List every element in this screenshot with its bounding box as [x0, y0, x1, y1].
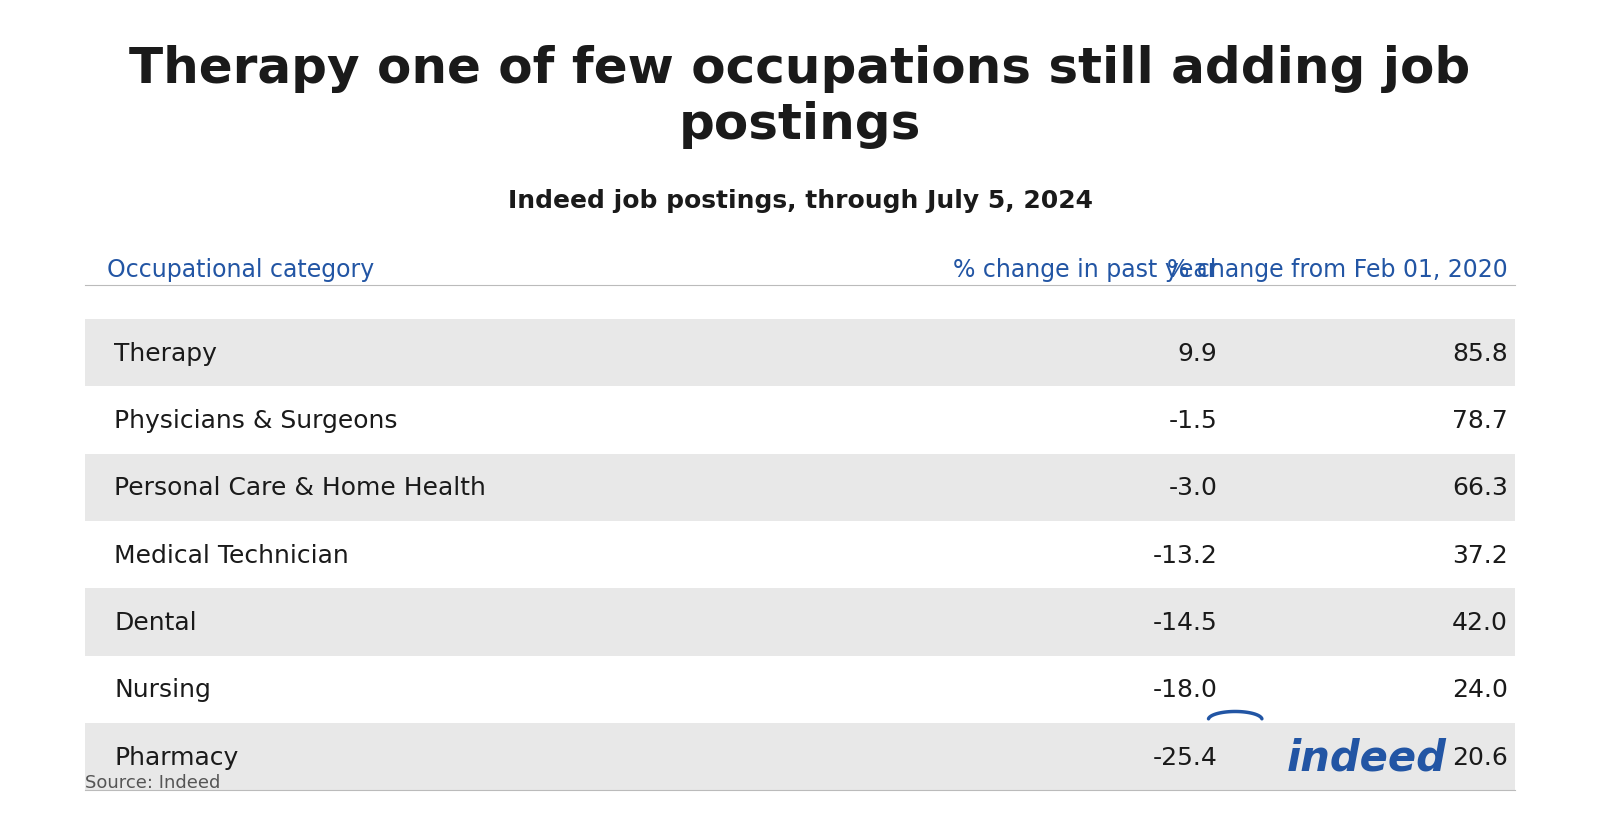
Text: Therapy: Therapy — [115, 341, 218, 365]
Text: Physicians & Surgeons: Physicians & Surgeons — [115, 408, 398, 432]
Text: Indeed job postings, through July 5, 2024: Indeed job postings, through July 5, 202… — [507, 189, 1093, 213]
Bar — [85, 656, 1515, 723]
Bar — [85, 455, 1515, 522]
Text: Dental: Dental — [115, 610, 197, 634]
Text: -18.0: -18.0 — [1152, 677, 1218, 701]
Text: -3.0: -3.0 — [1168, 476, 1218, 500]
Text: -14.5: -14.5 — [1152, 610, 1218, 634]
Bar — [85, 320, 1515, 387]
Text: 66.3: 66.3 — [1453, 476, 1507, 500]
Text: Occupational category: Occupational category — [107, 258, 374, 282]
Text: % change from Feb 01, 2020: % change from Feb 01, 2020 — [1166, 258, 1507, 282]
Bar — [85, 723, 1515, 790]
Text: -1.5: -1.5 — [1168, 408, 1218, 432]
Bar — [85, 589, 1515, 656]
Text: -13.2: -13.2 — [1152, 543, 1218, 567]
Text: % change in past year: % change in past year — [954, 258, 1218, 282]
Text: 42.0: 42.0 — [1453, 610, 1507, 634]
Text: Nursing: Nursing — [115, 677, 211, 701]
Bar — [85, 387, 1515, 455]
Text: 85.8: 85.8 — [1453, 341, 1507, 365]
Text: indeed: indeed — [1286, 737, 1446, 779]
Text: 20.6: 20.6 — [1453, 744, 1507, 768]
Text: Personal Care & Home Health: Personal Care & Home Health — [115, 476, 486, 500]
Text: Therapy one of few occupations still adding job
postings: Therapy one of few occupations still add… — [130, 46, 1470, 148]
Bar — [85, 522, 1515, 589]
Text: -25.4: -25.4 — [1152, 744, 1218, 768]
Text: 37.2: 37.2 — [1453, 543, 1507, 567]
Text: Medical Technician: Medical Technician — [115, 543, 349, 567]
Text: 24.0: 24.0 — [1453, 677, 1507, 701]
Text: 78.7: 78.7 — [1453, 408, 1507, 432]
Text: Pharmacy: Pharmacy — [115, 744, 238, 768]
Text: Source: Indeed: Source: Indeed — [85, 773, 219, 791]
Text: 9.9: 9.9 — [1178, 341, 1218, 365]
